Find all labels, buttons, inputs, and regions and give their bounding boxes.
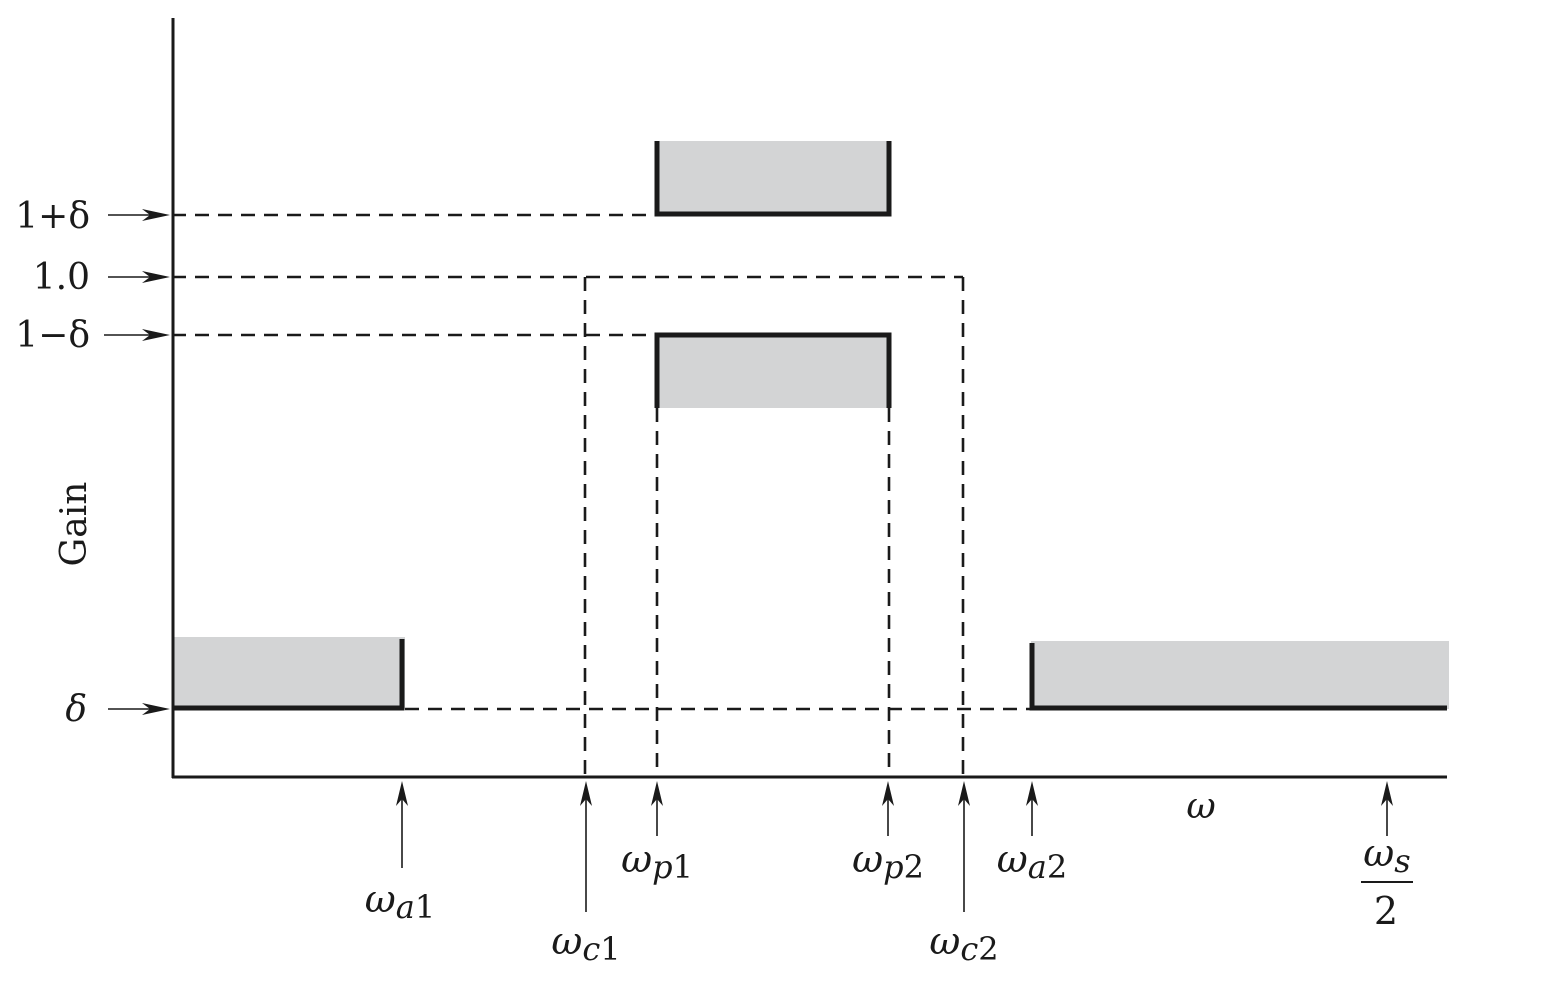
arrowhead-one-plus-delta xyxy=(142,209,170,221)
x-axis-label: ω xyxy=(1186,786,1215,827)
arrowhead-one xyxy=(142,271,170,283)
y-tick-one-minus-delta: 1−δ xyxy=(15,315,90,356)
y-tick-arrows xyxy=(104,209,170,715)
x-marker-wp2: ωp2 xyxy=(852,837,924,886)
half-sampling-numerator: ωs xyxy=(1363,831,1410,880)
upper-stopband-boundary xyxy=(1029,643,1447,711)
x-marker-wa2: ωa2 xyxy=(997,837,1067,886)
lower-stopband-tolerance-region xyxy=(172,637,405,709)
half-sampling-denominator: 2 xyxy=(1374,889,1398,933)
arrowhead-wp2 xyxy=(882,781,894,806)
x-marker-wc2: ωc2 xyxy=(929,919,998,968)
x-marker-wa1: ωa1 xyxy=(365,877,435,926)
passband-upper-tolerance-region xyxy=(657,141,891,215)
y-tick-one: 1.0 xyxy=(33,257,90,298)
y-tick-delta: δ xyxy=(65,689,87,730)
upper-stopband-tolerance-region xyxy=(1031,641,1449,709)
arrowhead-wp1 xyxy=(651,781,663,806)
arrowhead-delta xyxy=(142,703,170,715)
arrowhead-half-sampling xyxy=(1381,781,1393,806)
half-sampling-marker: ωs 2 xyxy=(1361,831,1413,933)
y-tick-one-plus-delta: 1+δ xyxy=(15,196,90,237)
tolerance-boundaries xyxy=(172,141,1447,711)
arrowhead-wc2 xyxy=(958,781,970,806)
x-marker-arrows xyxy=(396,781,1393,912)
arrowhead-one-minus-delta xyxy=(142,329,170,341)
lower-stopband-boundary xyxy=(172,639,405,711)
x-marker-wc1: ωc1 xyxy=(551,919,620,968)
passband-lower-boundary xyxy=(654,332,892,408)
x-marker-wp1: ωp1 xyxy=(621,837,693,886)
arrowhead-wc1 xyxy=(580,781,592,806)
dashed-guides xyxy=(172,213,1031,777)
y-axis-label: Gain xyxy=(54,482,95,567)
arrowhead-wa2 xyxy=(1026,781,1038,806)
passband-upper-boundary xyxy=(654,141,892,217)
arrowhead-wa1 xyxy=(396,781,408,806)
passband-lower-tolerance-region xyxy=(657,334,891,408)
